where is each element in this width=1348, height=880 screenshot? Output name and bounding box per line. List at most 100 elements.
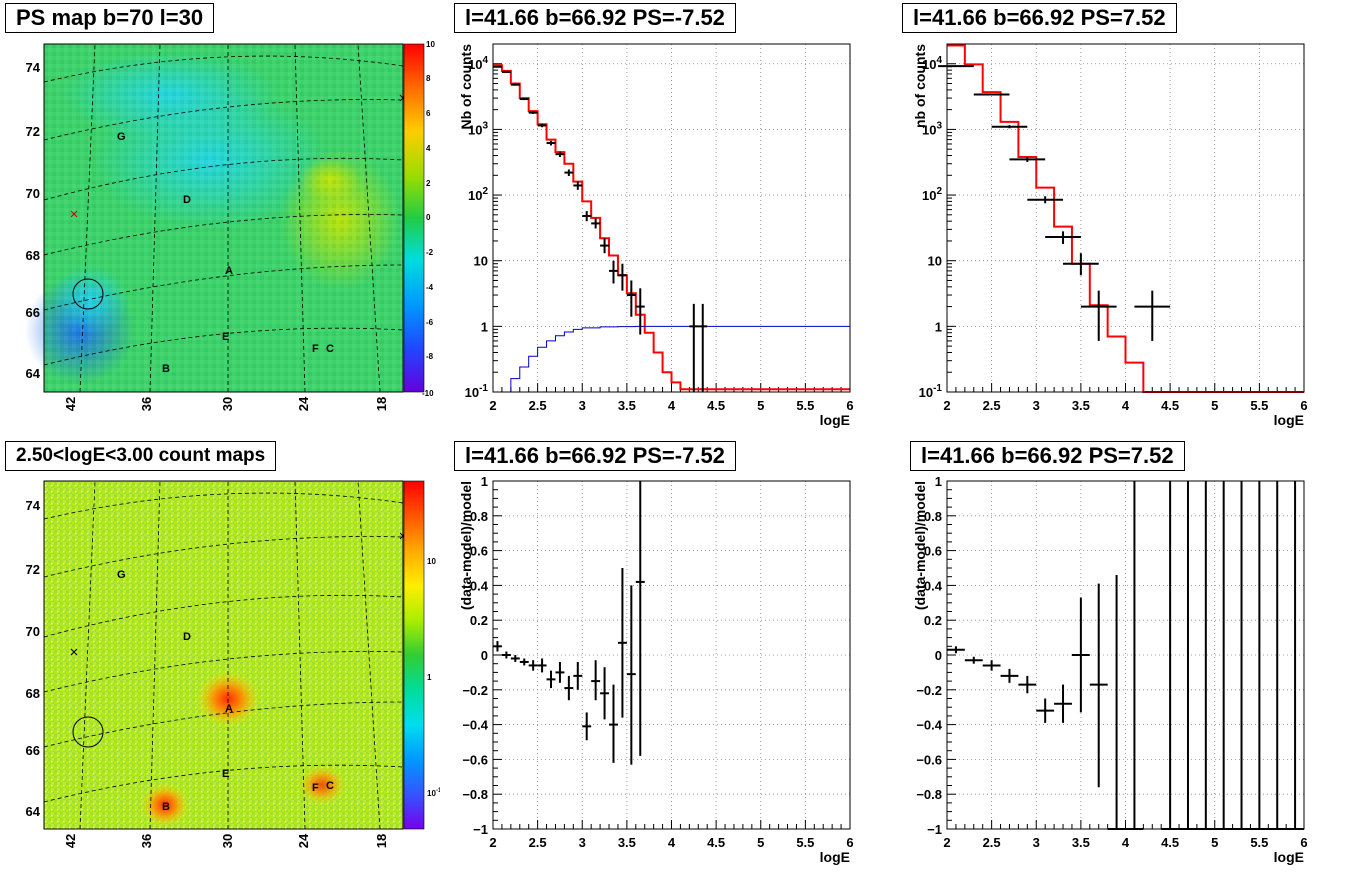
x-tick-label: 5.5: [796, 835, 814, 850]
data-point: [510, 655, 520, 662]
data-point: [617, 263, 627, 291]
source-label: G: [117, 131, 126, 143]
x-tick-label: 5: [1211, 398, 1218, 413]
plot-frame: [946, 43, 1305, 393]
spectrum-negative-panel: 2 2.5 3 3.5 4 4.5 5 5.5 6 104 103 102 10 1 10-1 logE Nb …: [440, 0, 894, 437]
source-label: E: [222, 768, 229, 780]
x-tick-label: 4: [668, 835, 676, 850]
data-point: [964, 656, 983, 664]
plot-background: [947, 44, 1304, 392]
plot-frame: [492, 480, 851, 830]
source-label: D: [183, 631, 191, 643]
y-tick-label: 66: [26, 743, 40, 758]
count-map-title: 2.50<logE<3.00 count maps: [5, 441, 277, 471]
count-map-x-ticks: 42 36 30 24 18: [63, 833, 389, 848]
data-point: [1027, 196, 1064, 204]
ps-map-source-labels: A B C D E F G: [117, 131, 334, 375]
colorbar-tick: 10: [427, 557, 436, 566]
x-tick-label: 6: [846, 398, 853, 413]
source-label: F: [312, 782, 319, 794]
data-point: [573, 181, 583, 190]
source-label: G: [117, 569, 126, 581]
x-tick-label: 3.5: [1072, 835, 1090, 850]
data-point: [493, 641, 502, 652]
count-map-target-circle: [72, 716, 104, 748]
x-tick-label: 2.5: [529, 835, 547, 850]
y-tick-label: 0.6: [924, 544, 942, 559]
y-tick-label: −1: [927, 822, 942, 837]
y-tick-label: 0.2: [470, 613, 488, 628]
y-tick-label: 68: [26, 248, 40, 263]
data-point: [528, 111, 538, 114]
x-tick-label: 6: [1300, 835, 1307, 850]
x-tick-label: 5: [757, 835, 764, 850]
ps-map-panel: A B C D E F G 74 72 70 68 66 64 42 36 30…: [0, 0, 440, 437]
colorbar-tick: -8: [426, 352, 434, 361]
data-point: [591, 218, 601, 229]
data-point: [1089, 583, 1108, 788]
plot-background: [493, 44, 850, 392]
data-point: [626, 280, 636, 317]
data-point: [555, 151, 565, 157]
x-axis-title: logE: [820, 849, 850, 865]
y-tick-label: 0.4: [924, 578, 943, 593]
data-point: [991, 125, 1028, 129]
x-tick-label: 36: [139, 397, 154, 411]
y-tick-label: 10: [928, 254, 942, 269]
y-tick-label: 0: [481, 648, 488, 663]
colorbar-tick: -1: [436, 788, 440, 794]
data-point: [1071, 597, 1090, 713]
count-map-graticule: [43, 480, 404, 830]
data-point: [626, 585, 636, 765]
y-tick-label: 72: [26, 562, 40, 577]
data-point: [564, 169, 574, 177]
source-label: A: [225, 265, 233, 277]
x-tick-label: 6: [1300, 398, 1307, 413]
x-tick-label: 5.5: [796, 398, 814, 413]
x-tick-label: 5.5: [1250, 398, 1268, 413]
spectrum-positive-chart: 2 2.5 3 3.5 4 4.5 5 5.5 610410310210110-1logEnb …: [912, 43, 1308, 428]
y-tick-label: 1: [481, 474, 488, 489]
x-tick-label: 30: [220, 397, 235, 411]
spectrum-positive-panel: 2 2.5 3 3.5 4 4.5 5 5.5 6 104 103 102 10 1 10-1 logE nb …: [894, 0, 1348, 437]
data-point: [1018, 675, 1037, 694]
y-tick-label: 1: [481, 319, 488, 334]
colorbar-tick: 10: [427, 789, 436, 798]
x-tick-label: 24: [296, 396, 311, 411]
source-label: C: [326, 780, 334, 792]
x-tick-label: 5: [757, 398, 764, 413]
x-tick-label: 4: [668, 398, 676, 413]
data-point: [600, 667, 610, 720]
y-tick-label: 1: [935, 474, 942, 489]
y-tick-label: −1: [473, 822, 488, 837]
x-tick-label: 3: [1033, 398, 1040, 413]
y-tick-label: −0.2: [462, 683, 488, 698]
y-tick-label: 0.4: [470, 578, 489, 593]
data-point: [1063, 253, 1099, 276]
residual-positive-panel: 2 2.5 3 3.5 4 4.5 5 5.5 6 1 0.8 0.6 0.4 0.2 0 −0.2 −0.4 −…: [894, 437, 1348, 875]
source-label: C: [326, 343, 334, 355]
data-point: [1045, 231, 1081, 244]
y-tick-label: 74: [26, 60, 41, 75]
y-tick-label: 102: [468, 186, 488, 203]
data-point: [635, 481, 645, 756]
chart-plot-area: 2 2.5 3 3.5 4 4.5 5 5.5 6 1 0.8 0.6 0.4 0.2 0 −0.2 −0.4 −…: [912, 474, 1308, 865]
x-axis-title: logE: [1274, 849, 1304, 865]
ps-map-title: PS map b=70 l=30: [5, 3, 215, 33]
model-histogram-line: [493, 64, 850, 391]
y-tick-label: 0.8: [470, 509, 488, 524]
ps-map-x-ticks: 42 36 30 24 18: [63, 396, 389, 411]
count-colorbar-ticks: 10 1 10 -1: [427, 557, 442, 798]
x-tick-label: 3: [1033, 835, 1040, 850]
colorbar-tick: -4: [426, 283, 434, 292]
residual-positive-chart: 2 2.5 3 3.5 4 4.5 5 5.5 6 1 0.8 0.6 0.4 0.2 0 −0.2 −0.4 −…: [912, 474, 1308, 865]
x-tick-label: 4.5: [1161, 398, 1179, 413]
data-point: [501, 651, 511, 659]
data-point: [582, 712, 592, 741]
data-point: [982, 660, 1001, 671]
colorbar-tick: 6: [426, 109, 431, 118]
y-tick-label: 103: [468, 120, 488, 137]
acceptance-histogram-line: [493, 325, 850, 393]
y-tick-label: 68: [26, 686, 40, 701]
data-point: [501, 70, 511, 73]
